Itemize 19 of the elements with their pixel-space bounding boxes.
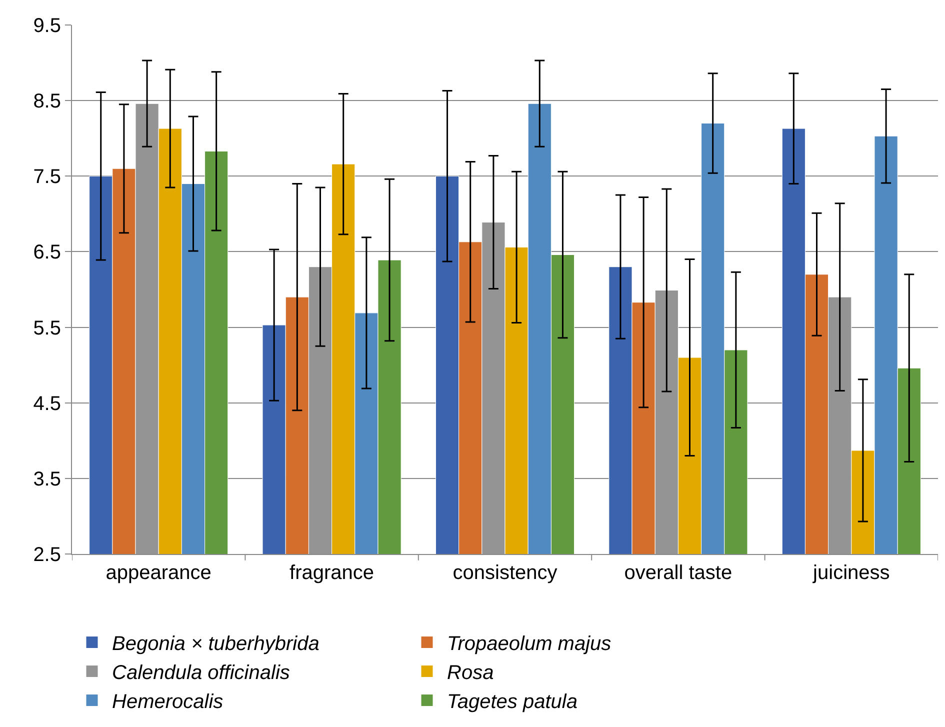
y-tick-label: 4.5	[33, 392, 61, 415]
y-tick-label: 9.5	[33, 15, 61, 37]
y-tick-label: 6.5	[33, 242, 61, 264]
legend-label: Begonia × tuberhybrida	[112, 633, 320, 656]
x-tick-label: overall taste	[624, 562, 732, 584]
x-tick-label: juiciness	[812, 562, 890, 584]
y-tick-label: 3.5	[33, 468, 61, 490]
legend-label: Calendula officinalis	[112, 662, 290, 684]
legend-label: Tropaeolum majus	[447, 633, 612, 656]
legend-label: Hemerocalis	[112, 691, 224, 714]
y-tick-label: 8.5	[33, 90, 61, 113]
legend-label: Rosa	[447, 662, 494, 684]
x-tick-label: consistency	[452, 562, 558, 584]
legend-label: Tagetes patula	[447, 691, 578, 714]
x-tick-label: fragrance	[290, 562, 374, 584]
y-tick-label: 2.5	[33, 544, 61, 566]
y-tick-label: 5.5	[33, 317, 61, 340]
x-tick-label: appearance	[106, 562, 212, 584]
y-tick-label: 7.5	[33, 166, 61, 188]
